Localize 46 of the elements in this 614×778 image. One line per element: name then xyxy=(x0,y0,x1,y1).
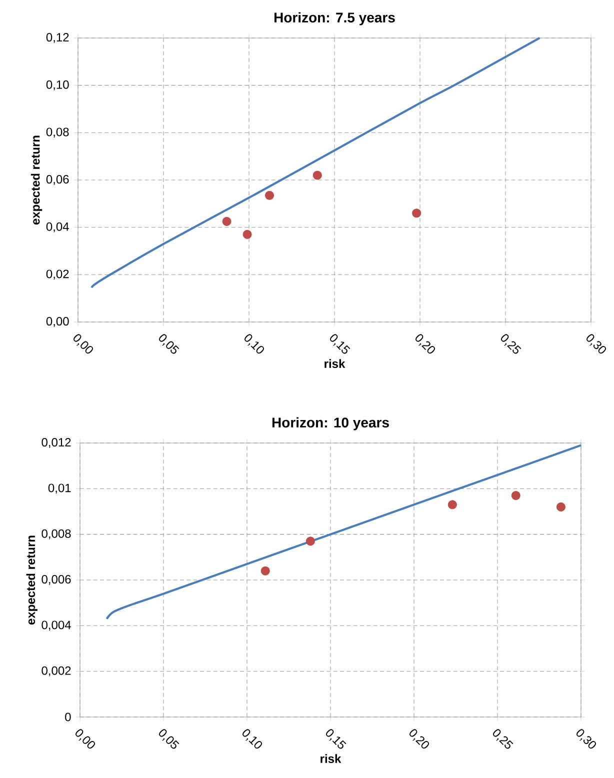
x-tick-label: 0,05 xyxy=(159,729,180,749)
point xyxy=(448,500,458,510)
x-tick-label: 0,15 xyxy=(326,729,346,749)
x-tick-label: 0,15 xyxy=(330,334,350,354)
chart-title: Horizon: 10 years xyxy=(272,417,390,430)
x-axis-title: risk xyxy=(324,359,346,368)
line-series xyxy=(106,444,582,620)
x-tick-label: 0,30 xyxy=(586,334,606,354)
point xyxy=(511,490,520,500)
y-tick-label: 0,008 xyxy=(42,529,71,540)
y-tick-label: 0,06 xyxy=(46,175,69,185)
x-tick-label: 0,10 xyxy=(242,729,262,749)
y-tick-label: 0,004 xyxy=(42,620,72,631)
x-tick-label: 0,05 xyxy=(159,334,180,354)
y-axis-title: expected return xyxy=(31,136,42,225)
y-tick-label: 0,002 xyxy=(42,666,71,676)
x-tick-label: 0,10 xyxy=(244,334,264,354)
y-tick-label: 0,01 xyxy=(48,484,71,494)
y-tick-label: 0,012 xyxy=(42,438,71,448)
x-tick-label: 0,30 xyxy=(576,729,596,749)
y-tick-label: 0,02 xyxy=(46,270,69,280)
line-series xyxy=(90,36,541,289)
y-tick-label: 0,00 xyxy=(46,317,69,327)
point xyxy=(260,566,270,576)
chart-title: Horizon: 7.5 years xyxy=(274,12,395,26)
y-tick-label: 0,12 xyxy=(46,33,69,43)
point xyxy=(556,502,566,512)
x-tick-label: 0,00 xyxy=(74,334,94,354)
x-axis-title: risk xyxy=(320,754,342,763)
x-tick-label: 0,25 xyxy=(493,729,514,749)
y-tick-label: 0,04 xyxy=(46,222,70,232)
y-tick-label: 0,08 xyxy=(46,128,69,138)
point xyxy=(306,536,316,546)
point xyxy=(412,208,422,218)
x-tick-label: 0,25 xyxy=(501,334,522,354)
point xyxy=(222,216,232,226)
y-tick-label: 0,006 xyxy=(42,575,71,585)
x-tick-label: 0,00 xyxy=(76,729,96,749)
y-tick-label: 0 xyxy=(65,712,71,722)
y-tick-label: 0,10 xyxy=(46,80,69,90)
point xyxy=(242,230,252,239)
y-axis-title: expected return xyxy=(26,536,38,625)
x-tick-label: 0,20 xyxy=(416,334,436,354)
point xyxy=(265,190,274,200)
point xyxy=(312,170,322,180)
x-tick-label: 0,20 xyxy=(410,729,430,749)
